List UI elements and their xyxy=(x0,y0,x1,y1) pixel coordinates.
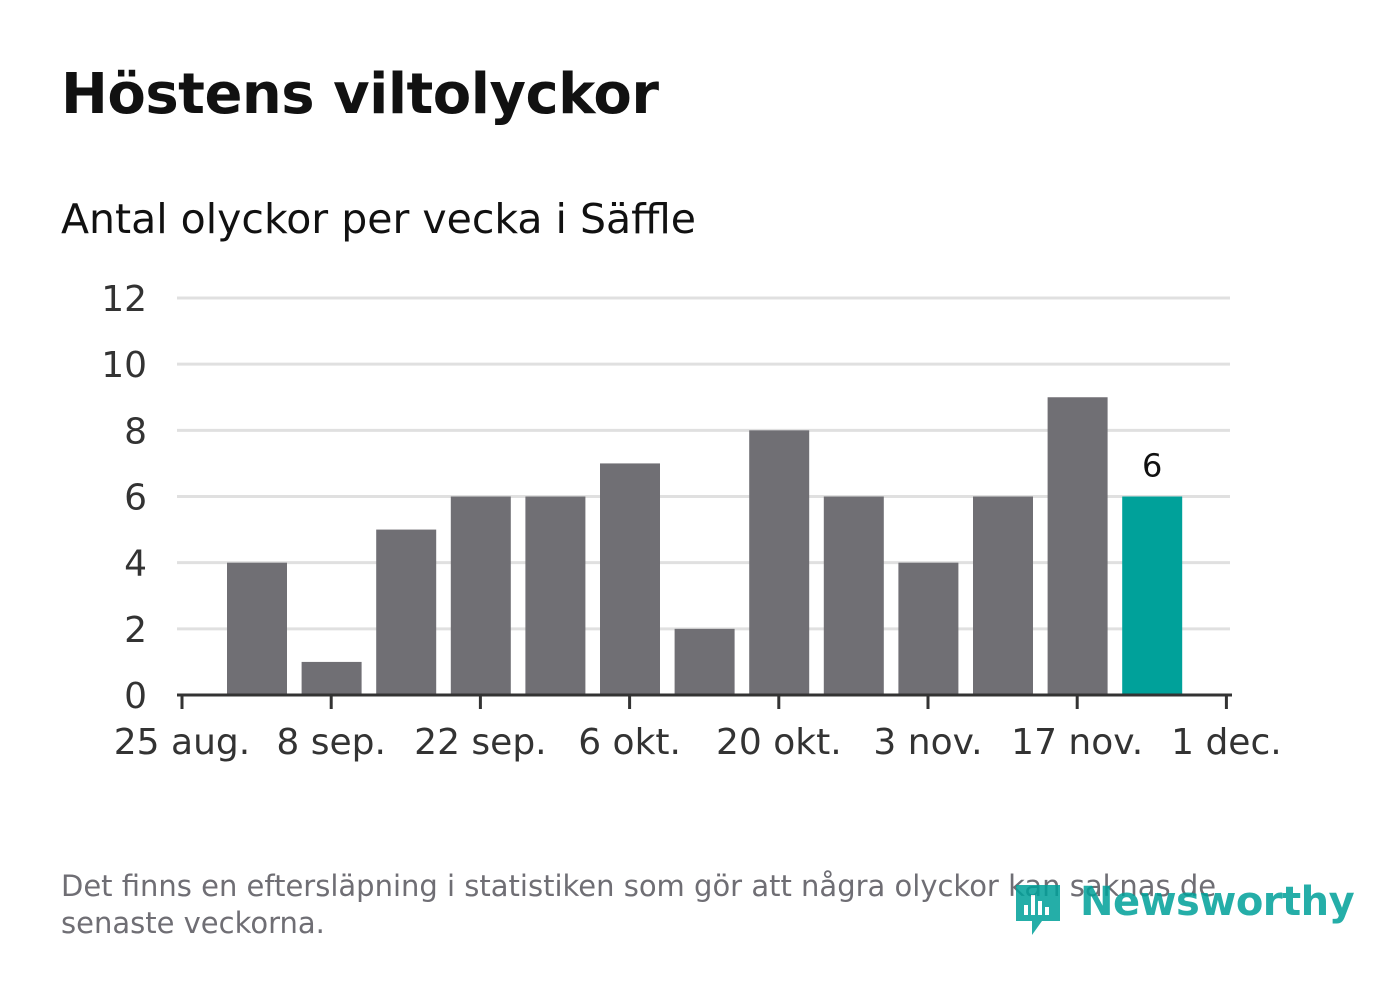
newsworthy-logo: Newsworthy xyxy=(1012,877,1355,943)
bars xyxy=(227,397,1183,695)
bar-value-label: 6 xyxy=(1142,447,1162,485)
x-tick-label: 22 sep. xyxy=(414,722,546,763)
bar xyxy=(898,562,959,695)
y-tick-label: 0 xyxy=(124,676,147,717)
bar xyxy=(1047,397,1108,695)
bar xyxy=(823,496,884,695)
data-labels: 6 xyxy=(1142,447,1162,485)
brand-name: Newsworthy xyxy=(1080,879,1355,925)
bar xyxy=(749,430,810,695)
bar xyxy=(600,463,660,695)
x-tick-label: 20 okt. xyxy=(716,722,842,763)
x-tick-label: 3 nov. xyxy=(873,722,982,763)
newsworthy-logo-icon xyxy=(1016,885,1060,935)
x-tick-label: 6 okt. xyxy=(578,722,681,763)
x-tick-label: 17 nov. xyxy=(1011,722,1143,763)
y-tick-label: 6 xyxy=(124,478,147,519)
x-axis xyxy=(177,693,1232,709)
bar-highlighted xyxy=(1122,496,1183,695)
y-tick-label: 2 xyxy=(124,610,147,651)
y-tick-label: 8 xyxy=(124,411,147,452)
bar xyxy=(674,628,735,695)
y-tick-label: 12 xyxy=(101,279,147,320)
bar xyxy=(525,496,586,695)
chart-title: Höstens viltolyckor xyxy=(61,62,659,127)
y-tick-label: 10 xyxy=(101,345,147,386)
y-axis-labels: 0 2 4 6 8 10 12 xyxy=(101,279,147,717)
x-tick-label: 25 aug. xyxy=(114,722,250,763)
chart-subtitle: Antal olyckor per vecka i Säffle xyxy=(61,195,696,243)
y-tick-label: 4 xyxy=(124,544,147,585)
bar xyxy=(227,562,287,695)
x-tick-label: 8 sep. xyxy=(276,722,386,763)
bar xyxy=(973,496,1033,695)
bar xyxy=(301,661,362,695)
bar xyxy=(450,496,511,695)
x-tick-label: 1 dec. xyxy=(1171,722,1282,763)
bar xyxy=(376,529,437,695)
x-axis-labels: 25 aug. 8 sep. 22 sep. 6 okt. 20 okt. 3 nov. 1… xyxy=(114,722,1282,763)
